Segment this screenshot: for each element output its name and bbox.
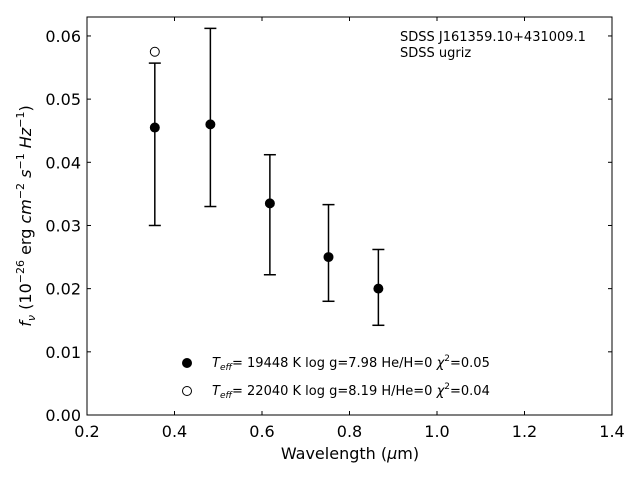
x-tick-label: 0.4 (162, 422, 187, 441)
x-axis-label: Wavelength (μm) (281, 444, 419, 463)
x-axis-ticks: 0.2 0.4 0.6 0.8 1.0 1.2 1.4 (74, 17, 625, 441)
y-tick-label: 0.06 (45, 27, 81, 46)
y-tick-label: 0.00 (45, 406, 81, 425)
legend: Teff= 19448 K log g=7.98 He/H=0 χ2=0.05 … (182, 354, 490, 401)
x-tick-label: 1.4 (599, 422, 624, 441)
x-tick-label: 1.2 (512, 422, 537, 441)
annotation-filters: SDSS ugriz (400, 46, 471, 61)
y-axis-label: fν (10−26 erg cm−2 s−1 Hz−1) (14, 105, 38, 326)
data-point-filled (373, 283, 384, 294)
y-tick-label: 0.05 (45, 90, 81, 109)
y-tick-label: 0.03 (45, 216, 81, 235)
y-axis-ticks: 0.00 0.01 0.02 0.03 0.04 0.05 0.06 (45, 27, 612, 425)
data-point-filled (323, 252, 334, 263)
legend-label-1: Teff= 19448 K log g=7.98 He/H=0 χ2=0.05 (212, 354, 490, 373)
x-tick-label: 1.0 (424, 422, 449, 441)
data-point-filled (205, 119, 216, 130)
x-tick-label: 0.6 (249, 422, 274, 441)
legend-label-2: Teff= 22040 K log g=8.19 H/He=0 χ2=0.04 (212, 382, 490, 401)
data-point-open (149, 46, 160, 57)
legend-marker-filled (182, 358, 192, 368)
x-tick-label: 0.2 (74, 422, 99, 441)
x-tick-label: 0.8 (337, 422, 362, 441)
annotation-object-name: SDSS J161359.10+431009.1 (400, 30, 586, 45)
y-tick-label: 0.01 (45, 343, 81, 362)
legend-marker-open (182, 386, 192, 396)
data-point-filled (264, 198, 275, 209)
data-point-filled (149, 122, 160, 133)
y-tick-label: 0.02 (45, 280, 81, 299)
data-marks (148, 27, 385, 327)
y-tick-label: 0.04 (45, 153, 81, 172)
